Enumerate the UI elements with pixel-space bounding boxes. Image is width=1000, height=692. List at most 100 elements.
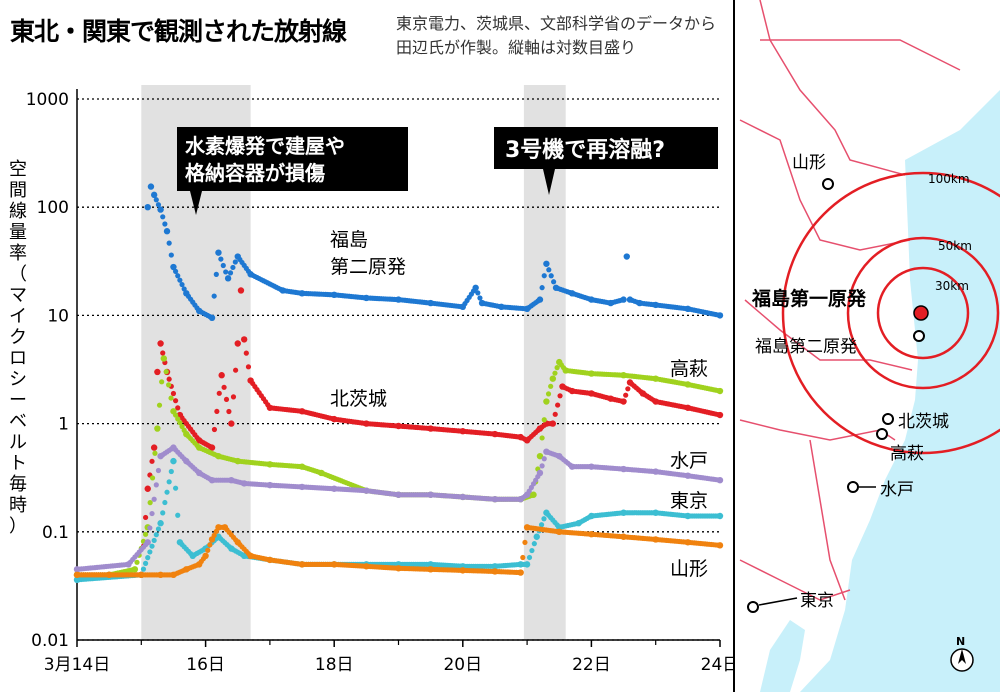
data-point bbox=[172, 412, 179, 418]
chart-panel: 東北・関東で観測された放射線 東京電力、茨城県、文部科学省のデータから田辺氏が作… bbox=[0, 0, 733, 692]
data-point bbox=[162, 221, 168, 227]
data-point bbox=[224, 275, 232, 282]
data-point bbox=[160, 355, 168, 362]
data-point bbox=[557, 393, 563, 399]
data-point bbox=[536, 469, 544, 477]
data-point bbox=[552, 370, 558, 376]
annotation-pointer bbox=[190, 191, 202, 215]
data-point bbox=[536, 452, 544, 460]
data-point bbox=[168, 395, 174, 401]
data-point bbox=[153, 482, 159, 488]
data-point bbox=[523, 561, 531, 568]
data-point bbox=[147, 525, 153, 531]
data-point bbox=[163, 228, 171, 235]
data-point bbox=[230, 264, 236, 271]
data-point bbox=[220, 262, 226, 269]
fukushima2-label: 福島第二原発 bbox=[755, 337, 857, 357]
page-title: 東北・関東で観測された放射線 bbox=[10, 17, 347, 46]
data-point bbox=[551, 279, 557, 285]
data-point bbox=[155, 526, 162, 532]
x-tick-label: 16日 bbox=[186, 655, 225, 675]
takahagi-marker bbox=[876, 428, 888, 440]
data-point bbox=[526, 554, 533, 561]
data-point bbox=[172, 398, 179, 404]
ring-label-50km: 50km bbox=[938, 239, 972, 253]
data-point bbox=[140, 566, 147, 572]
source-note: 東京電力、茨城県、文部科学省のデータから田辺氏が作製。縦軸は対数目盛り bbox=[396, 14, 717, 57]
y-tick-label: 1 bbox=[58, 415, 69, 435]
data-point bbox=[150, 444, 158, 451]
radiation-chart: 1000 100 10 1 0.1 0.01 3月14日 16日 18日 20日 22日 24日 福島… bbox=[9, 85, 733, 675]
ring-label-100km: 100km bbox=[928, 172, 970, 186]
sea bbox=[800, 90, 1000, 692]
y-tick-label: 0.1 bbox=[42, 523, 69, 543]
data-point bbox=[157, 206, 164, 213]
data-point bbox=[237, 287, 245, 294]
series-label-0: 福島第二原発 bbox=[330, 229, 406, 278]
data-point bbox=[175, 416, 181, 422]
annotation-hydrogen-explosion: 水素爆発で建屋や格納容器が損傷 bbox=[177, 127, 408, 215]
tokyo-bay bbox=[760, 620, 805, 692]
north-arrow: N bbox=[950, 635, 974, 672]
y-tick-label: 0.01 bbox=[31, 631, 69, 651]
series-label-4: 東京 bbox=[670, 490, 708, 512]
data-point bbox=[226, 408, 232, 415]
data-point bbox=[546, 267, 552, 273]
data-point bbox=[155, 467, 162, 474]
map: 100km 50km 30km 山形 福島第一原発 福島第二原発 北茨城 高萩 … bbox=[739, 0, 1000, 692]
takahagi-label: 高萩 bbox=[890, 444, 924, 464]
data-point bbox=[554, 365, 560, 371]
data-point bbox=[620, 398, 627, 405]
yamagata-label: 山形 bbox=[792, 153, 826, 173]
data-point bbox=[144, 539, 151, 546]
data-point bbox=[168, 252, 174, 258]
data-point bbox=[541, 273, 547, 279]
data-point bbox=[177, 420, 183, 426]
data-point bbox=[230, 394, 237, 400]
data-point bbox=[168, 468, 174, 475]
data-point bbox=[131, 566, 139, 573]
data-point bbox=[156, 402, 163, 408]
data-point bbox=[541, 417, 547, 423]
data-point bbox=[164, 489, 170, 495]
data-point bbox=[142, 560, 149, 566]
data-point bbox=[221, 384, 227, 390]
data-point bbox=[160, 350, 166, 356]
data-point bbox=[539, 285, 545, 291]
data-point bbox=[245, 364, 252, 370]
data-point bbox=[151, 537, 157, 544]
data-point bbox=[177, 277, 183, 283]
data-point bbox=[175, 273, 181, 279]
series-1 bbox=[73, 287, 724, 579]
data-point bbox=[716, 312, 724, 319]
data-point bbox=[522, 539, 528, 546]
series-0 bbox=[144, 183, 724, 322]
data-point bbox=[153, 197, 159, 203]
data-point bbox=[179, 281, 185, 288]
data-point bbox=[548, 383, 554, 389]
annotation-box bbox=[494, 127, 718, 169]
data-point bbox=[159, 379, 165, 385]
annotation-pointer bbox=[543, 169, 555, 195]
annotation-text: 3号機で再溶融? bbox=[505, 137, 665, 163]
data-point bbox=[150, 191, 158, 199]
data-point bbox=[149, 458, 155, 464]
data-point bbox=[530, 491, 537, 498]
fukushima1-marker bbox=[913, 305, 929, 321]
data-point bbox=[160, 214, 166, 220]
data-point bbox=[552, 411, 558, 417]
data-point bbox=[227, 270, 234, 276]
data-point bbox=[623, 253, 630, 260]
data-point bbox=[153, 532, 159, 538]
data-point bbox=[539, 463, 545, 469]
data-point bbox=[716, 387, 724, 395]
data-point bbox=[179, 423, 185, 430]
data-point bbox=[211, 293, 217, 299]
data-point bbox=[216, 390, 222, 396]
data-point bbox=[213, 271, 219, 277]
axes: 1000 100 10 1 0.1 0.01 3月14日 16日 18日 20日 22日 24日 bbox=[26, 89, 733, 675]
data-point bbox=[555, 402, 561, 408]
data-point bbox=[549, 420, 557, 427]
data-point bbox=[218, 372, 225, 379]
